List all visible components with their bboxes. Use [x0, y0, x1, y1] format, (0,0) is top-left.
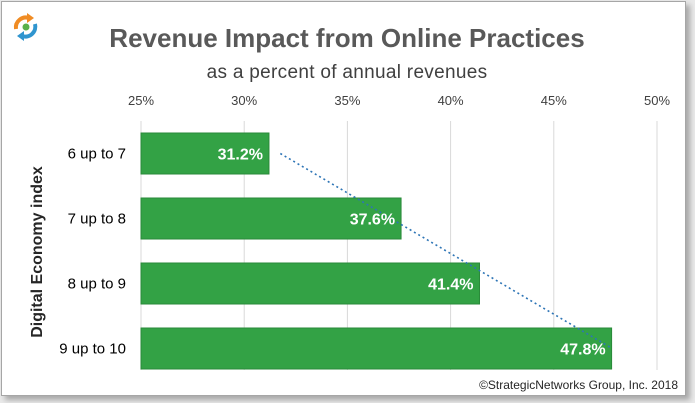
x-tick-label: 45%: [541, 93, 567, 108]
data-label: 47.8%: [560, 342, 605, 359]
logo-arrowhead-blue: [17, 31, 24, 41]
logo-center-dot: [22, 23, 30, 31]
bar: [140, 132, 270, 175]
chart-svg: Revenue Impact from Online Practices as …: [13, 13, 678, 392]
y-axis-label: Digital Economy index: [29, 166, 46, 338]
category-label: 8 up to 9: [68, 276, 126, 293]
copyright-credit: ©StrategicNetworks Group, Inc. 2018: [479, 378, 678, 392]
x-tick-label: 30%: [231, 93, 257, 108]
x-tick-label: 35%: [334, 93, 360, 108]
bar: [140, 327, 613, 370]
category-label: 7 up to 8: [68, 211, 126, 228]
data-label: 37.6%: [350, 212, 395, 229]
data-label: 31.2%: [218, 147, 263, 164]
x-tick-label: 40%: [438, 93, 464, 108]
trendline: [279, 152, 613, 350]
category-labels: 6 up to 7 7 up to 8 8 up to 9 9 up to 10: [59, 146, 126, 358]
data-labels: 31.2% 37.6% 41.4% 47.8%: [218, 147, 606, 359]
bars: [140, 132, 613, 370]
bar: [140, 262, 480, 305]
trendline-path: [279, 152, 613, 350]
category-label: 9 up to 10: [59, 341, 126, 358]
category-label: 6 up to 7: [68, 146, 126, 163]
recycle-arrows-icon: [13, 13, 38, 41]
chart-frame: Revenue Impact from Online Practices as …: [1, 1, 686, 396]
x-axis-ticks: 25% 30% 35% 40% 45% 50%: [128, 93, 670, 108]
x-tick-label: 25%: [128, 93, 154, 108]
x-tick-label: 50%: [644, 93, 670, 108]
bar: [140, 197, 402, 240]
data-label: 41.4%: [428, 277, 473, 294]
chart-subtitle: as a percent of annual revenues: [207, 62, 488, 83]
logo-arrowhead-orange: [27, 13, 34, 23]
chart-title: Revenue Impact from Online Practices: [109, 23, 584, 53]
